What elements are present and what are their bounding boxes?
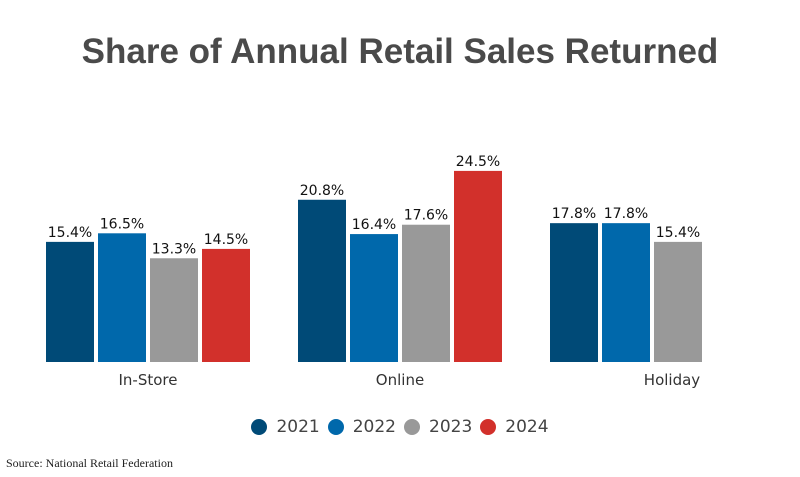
- bar-online-2021: [298, 200, 346, 362]
- data-label-in-store-2021: 15.4%: [48, 225, 92, 241]
- legend-label: 2023: [429, 417, 472, 437]
- bar-in-store-2022: [98, 233, 146, 362]
- data-label-holiday-2022: 17.8%: [604, 206, 648, 222]
- bars-group: [46, 171, 702, 362]
- legend-item-2021: 2021: [251, 417, 319, 437]
- bar-in-store-2024: [202, 249, 250, 362]
- x-tick-label-in-store: In-Store: [119, 371, 178, 389]
- data-label-online-2024: 24.5%: [456, 154, 500, 170]
- legend-label: 2022: [353, 417, 396, 437]
- x-axis-tick-labels: In-Store Online Holiday: [119, 371, 701, 389]
- data-label-online-2022: 16.4%: [352, 217, 396, 233]
- bar-online-2024: [454, 171, 502, 362]
- bar-online-2023: [402, 225, 450, 362]
- data-label-in-store-2022: 16.5%: [100, 216, 144, 232]
- data-label-online-2023: 17.6%: [404, 208, 448, 224]
- bar-chart: 15.4% 16.5% 13.3% 14.5% 20.8% 16.4% 17.6% 24.5%…: [0, 0, 800, 477]
- data-label-holiday-2021: 17.8%: [552, 206, 596, 222]
- bar-in-store-2021: [46, 242, 94, 362]
- legend: 2021 2022 2023 2024: [0, 417, 800, 437]
- source-note: Source: National Retail Federation: [6, 456, 173, 471]
- data-label-online-2021: 20.8%: [300, 183, 344, 199]
- legend-label: 2021: [276, 417, 319, 437]
- legend-item-2023: 2023: [404, 417, 472, 437]
- bar-holiday-2021: [550, 223, 598, 362]
- bar-holiday-2023: [654, 242, 702, 362]
- legend-dot-icon: [404, 419, 420, 435]
- bar-online-2022: [350, 234, 398, 362]
- legend-dot-icon: [251, 419, 267, 435]
- legend-dot-icon: [480, 419, 496, 435]
- x-tick-label-holiday: Holiday: [644, 371, 701, 389]
- legend-dot-icon: [328, 419, 344, 435]
- bar-holiday-2022: [602, 223, 650, 362]
- bar-in-store-2023: [150, 258, 198, 362]
- data-label-in-store-2024: 14.5%: [204, 232, 248, 248]
- legend-label: 2024: [505, 417, 548, 437]
- data-label-holiday-2023: 15.4%: [656, 225, 700, 241]
- data-label-in-store-2023: 13.3%: [152, 241, 196, 257]
- legend-item-2024: 2024: [480, 417, 548, 437]
- x-tick-label-online: Online: [376, 371, 424, 389]
- legend-item-2022: 2022: [328, 417, 396, 437]
